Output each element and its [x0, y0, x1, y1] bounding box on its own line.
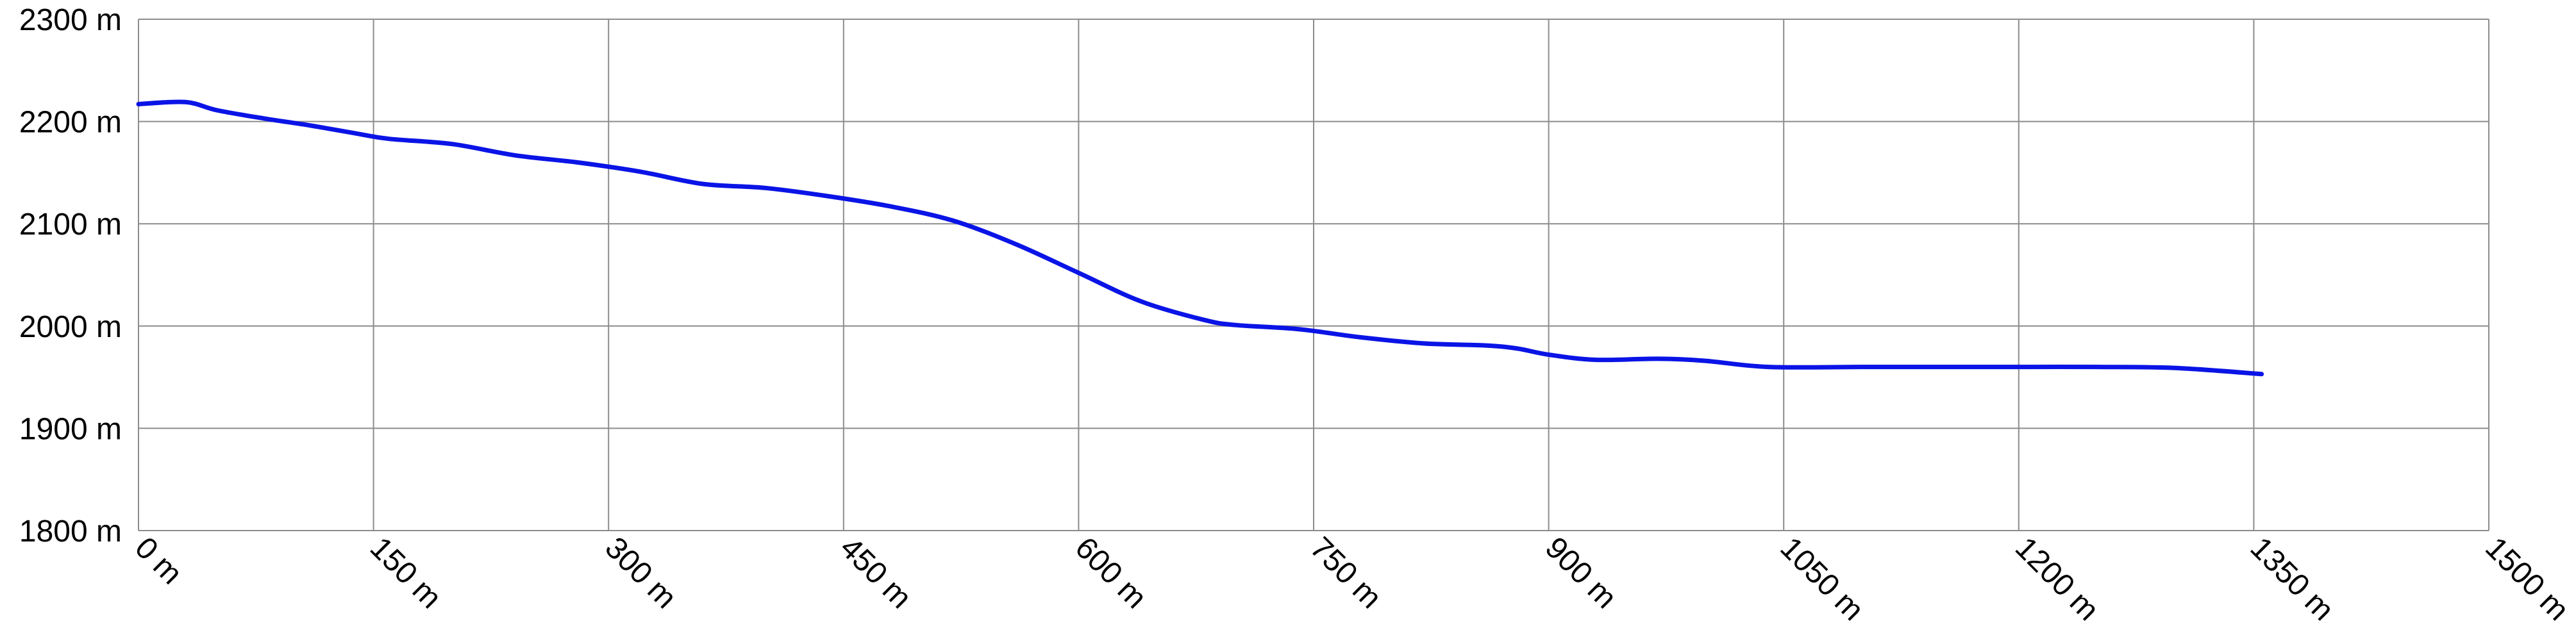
y-axis-tick-labels: 1800 m 1900 m 2000 m 2100 m 2200 m 2300 m — [19, 3, 122, 549]
x-axis-tick-labels: 0 m 150 m 300 m 450 m 600 m 750 m 900 m 1050 m 1… — [128, 531, 2575, 627]
x-tick-label: 1500 m — [2479, 531, 2575, 627]
y-tick-label: 1800 m — [19, 515, 122, 549]
series-layer — [136, 99, 2264, 377]
x-tick-label: 300 m — [598, 531, 683, 615]
x-tick-label: 900 m — [1539, 531, 1623, 615]
grid-layer — [138, 19, 2489, 531]
x-tick-label: 150 m — [364, 531, 448, 615]
elevation-series-line — [136, 99, 2264, 377]
x-tick-label: 1350 m — [2244, 531, 2341, 627]
x-tick-label: 1200 m — [2009, 531, 2105, 627]
y-tick-label: 1900 m — [19, 412, 122, 446]
y-tick-label: 2300 m — [19, 3, 122, 37]
x-tick-label: 600 m — [1069, 531, 1153, 615]
y-tick-label: 2100 m — [19, 208, 122, 242]
x-tick-label: 1050 m — [1773, 531, 1870, 627]
y-tick-label: 2200 m — [19, 106, 122, 140]
x-tick-label: 0 m — [128, 531, 188, 591]
x-tick-label: 450 m — [833, 531, 918, 615]
x-tick-label: 750 m — [1303, 531, 1388, 615]
y-tick-label: 2000 m — [19, 310, 122, 344]
